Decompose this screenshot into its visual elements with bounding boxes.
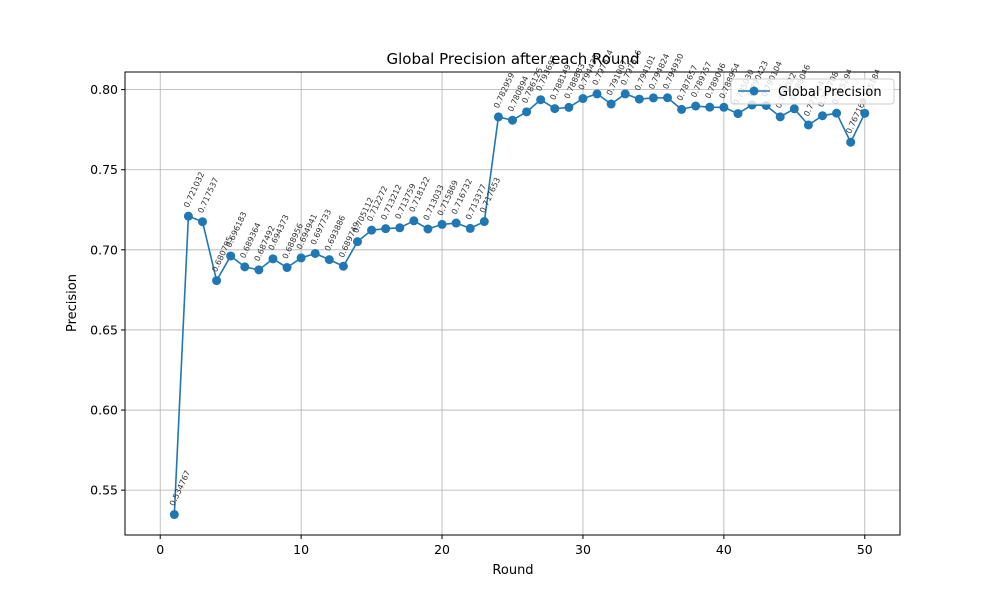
y-tick-label: 0.75 xyxy=(90,162,118,177)
data-point xyxy=(663,93,672,103)
data-point xyxy=(775,112,785,122)
data-point xyxy=(296,253,306,263)
data-point xyxy=(691,101,701,111)
x-tick-label: 0 xyxy=(156,542,164,557)
x-tick-label: 30 xyxy=(575,542,591,557)
data-point xyxy=(578,94,588,104)
data-point xyxy=(338,261,348,271)
axes: 0 10 20 30 40 50 0.55 0.60 0.65 0.70 0.75 0.80 xyxy=(90,71,901,557)
data-point xyxy=(409,216,419,226)
data-point xyxy=(860,108,870,118)
data-point xyxy=(395,223,405,233)
data-point xyxy=(733,109,743,119)
x-tick-label: 50 xyxy=(857,542,873,557)
grid xyxy=(125,72,900,535)
chart-title: Global Precision after each Round xyxy=(387,50,640,68)
data-point xyxy=(508,115,517,125)
data-point xyxy=(437,219,447,229)
y-tick-label: 0.60 xyxy=(90,403,118,418)
data-point xyxy=(803,120,813,130)
y-tick-label: 0.80 xyxy=(90,82,118,97)
legend: Global Precision xyxy=(730,78,895,105)
data-point xyxy=(212,276,222,286)
data-point xyxy=(268,254,278,264)
legend-marker xyxy=(749,86,759,96)
x-tick-label: 20 xyxy=(434,542,450,557)
data-point xyxy=(719,102,729,112)
y-tick-label: 0.55 xyxy=(90,483,118,498)
data-point xyxy=(381,224,391,234)
data-point xyxy=(198,217,207,227)
data-point xyxy=(677,104,687,114)
data-point xyxy=(226,251,236,261)
data-point xyxy=(310,248,320,258)
data-point xyxy=(493,112,503,122)
data-point xyxy=(324,255,334,265)
data-point xyxy=(648,93,658,103)
x-tick-label: 10 xyxy=(293,542,309,557)
data-point xyxy=(183,211,193,221)
data-point xyxy=(353,237,362,247)
data-point xyxy=(169,510,179,520)
data-point xyxy=(536,95,546,105)
data-point xyxy=(451,218,461,228)
data-point xyxy=(479,217,489,227)
y-axis-title: Precision xyxy=(65,274,80,332)
data-point xyxy=(240,262,250,272)
data-point xyxy=(634,94,644,104)
data-point xyxy=(367,225,377,235)
series-layer xyxy=(169,89,870,520)
data-point xyxy=(789,104,799,114)
legend-label: Global Precision xyxy=(778,85,882,100)
legend-box xyxy=(730,78,895,105)
data-point xyxy=(620,89,630,99)
data-point xyxy=(705,102,715,112)
y-tick-label: 0.70 xyxy=(90,242,118,257)
plot-frame xyxy=(124,71,901,536)
data-point xyxy=(522,107,532,117)
data-point xyxy=(818,111,827,121)
data-point xyxy=(606,99,616,109)
data-point xyxy=(465,223,475,233)
data-point xyxy=(846,137,856,147)
data-point xyxy=(832,108,842,118)
y-tick-label: 0.65 xyxy=(90,322,118,337)
x-axis-title: Round xyxy=(492,563,533,578)
data-point xyxy=(564,102,574,112)
data-point xyxy=(592,89,602,99)
data-point xyxy=(254,265,264,275)
data-point xyxy=(282,263,292,273)
data-point xyxy=(550,104,560,114)
data-point xyxy=(423,224,433,234)
x-tick-label: 40 xyxy=(716,542,732,557)
